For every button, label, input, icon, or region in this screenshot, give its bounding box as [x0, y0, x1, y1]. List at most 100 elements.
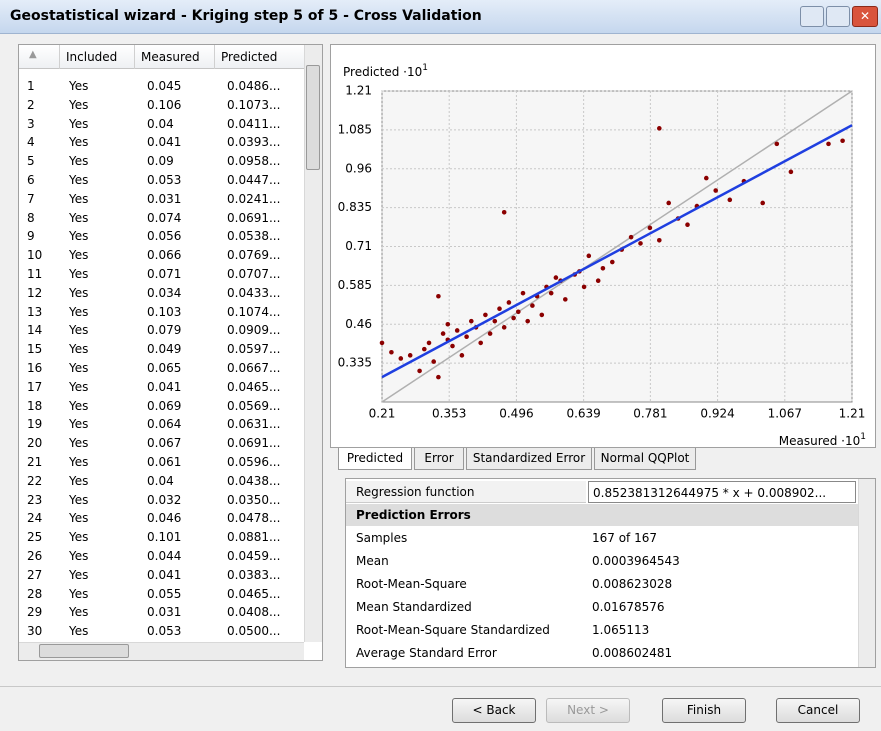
table-cell: 0.049: [147, 342, 182, 357]
point: [389, 349, 394, 355]
table-cell: 5: [27, 154, 35, 169]
table-cell: Yes: [69, 323, 89, 338]
table-cell: 0.0631...: [227, 417, 281, 432]
table-cell: 0.074: [147, 210, 182, 225]
property-name: Mean Standardized: [356, 600, 472, 614]
point: [431, 359, 436, 364]
property-value: 0.008623028: [592, 577, 673, 591]
column-header: Predicted: [214, 45, 304, 69]
button[interactable]: Cancel: [776, 698, 860, 723]
section-header: Prediction Errors: [346, 504, 858, 526]
table-cell: 13: [27, 304, 43, 319]
table-cell: 0.0393...: [227, 135, 281, 150]
table-cell: 0.1074...: [227, 304, 281, 319]
button: Next >: [546, 698, 630, 723]
table-cell: 1: [27, 79, 35, 93]
vertical-scrollbar[interactable]: [304, 45, 322, 642]
button[interactable]: < Back: [452, 698, 536, 723]
x-tick-label: 1.067: [768, 407, 802, 421]
table-cell: 0.079: [147, 323, 182, 338]
minimize-button[interactable]: [800, 6, 824, 27]
point: [426, 340, 432, 346]
scroll-thumb[interactable]: [39, 644, 129, 658]
table-cell: 0.031: [147, 605, 182, 620]
point: [516, 309, 521, 315]
point: [586, 253, 592, 259]
tab[interactable]: Predicted: [338, 448, 412, 470]
point: [469, 318, 474, 324]
table-cell: 0.0909...: [227, 323, 281, 338]
table-cell: 25: [27, 530, 43, 545]
point: [563, 297, 568, 302]
tab[interactable]: Standardized Error: [466, 448, 592, 470]
point: [647, 225, 653, 231]
property-grid: Regression function 0.852381312644975 * x…: [345, 478, 876, 668]
table-cell: 0.0459...: [227, 549, 281, 563]
property-name: Mean: [356, 554, 389, 568]
tab[interactable]: Error: [414, 448, 464, 470]
close-button[interactable]: ✕: [852, 6, 878, 27]
table-cell: 0.0691...: [227, 436, 281, 451]
table-cell: Yes: [69, 473, 89, 488]
title-bar: Geostatistical wizard - Kriging step 5 o…: [0, 0, 881, 34]
point: [610, 259, 615, 265]
table-cell: 30: [27, 624, 43, 639]
point: [774, 141, 780, 147]
table-cell: Yes: [69, 173, 89, 187]
property-value: 0.0003964543: [592, 554, 680, 568]
button[interactable]: Finish: [662, 698, 746, 723]
table-cell: Yes: [69, 229, 89, 244]
x-tick-label: 0.353: [432, 407, 466, 421]
table-cell: 0.041: [147, 379, 182, 394]
point: [436, 293, 441, 299]
table-cell: 9: [27, 229, 35, 244]
table-cell: 0.041: [147, 135, 182, 150]
tab[interactable]: Normal QQPlot: [594, 448, 696, 470]
point: [685, 222, 690, 228]
table-cell: Yes: [69, 549, 89, 563]
table-cell: Yes: [69, 398, 89, 413]
x-tick-label: 1.21: [839, 407, 866, 421]
point: [459, 353, 465, 358]
table-cell: 0.034: [147, 285, 182, 300]
point: [657, 126, 662, 131]
table-cell: 0.0569...: [227, 398, 281, 413]
vertical-scrollbar[interactable]: [858, 479, 875, 667]
table-cell: 0.067: [147, 436, 182, 451]
point: [440, 331, 446, 336]
table-cell: 2: [27, 97, 35, 112]
table-cell: 0.064: [147, 417, 182, 432]
point: [530, 303, 535, 308]
table-cell: 0.0769...: [227, 248, 281, 263]
table-cell: 0.0411...: [227, 116, 281, 131]
maximize-button[interactable]: [826, 6, 850, 27]
table-cell: 0.066: [147, 248, 182, 263]
point: [581, 284, 587, 290]
tab-strip: Predicted Error Standardized Error Normal Q…: [330, 448, 876, 472]
table-cell: 0.071: [147, 267, 182, 281]
table-cell: 4: [27, 135, 35, 150]
table-cell: 28: [27, 586, 43, 601]
property-value: 1.065113: [592, 623, 650, 637]
property-name: Regression function: [346, 481, 586, 503]
table-cell: Yes: [69, 116, 89, 131]
y-tick-label: 0.46: [345, 317, 372, 331]
table-cell: 0.0465...: [227, 379, 281, 394]
point: [483, 312, 488, 318]
table-cell: 0.0707...: [227, 267, 281, 281]
x-tick-label: 0.496: [499, 407, 533, 421]
x-axis-label-exponent: 1: [860, 432, 866, 442]
table-cell: 0.055: [147, 586, 182, 601]
point: [553, 275, 559, 280]
y-tick-label: 0.335: [338, 356, 372, 370]
table-panel: ▲ Included Measured Predicted 1 Yes 0.045 0.048…: [18, 44, 323, 661]
table-cell: 0.053: [147, 173, 182, 187]
table-cell: 0.041: [147, 567, 182, 582]
window-title: Geostatistical wizard - Kriging step 5 o…: [10, 8, 482, 24]
scroll-thumb[interactable]: [306, 65, 320, 170]
table-cell: Yes: [69, 79, 89, 93]
table-cell: 16: [27, 361, 43, 375]
table-cell: Yes: [69, 436, 89, 451]
table-cell: 0.04: [147, 116, 174, 131]
table-cell: 0.061: [147, 455, 182, 469]
